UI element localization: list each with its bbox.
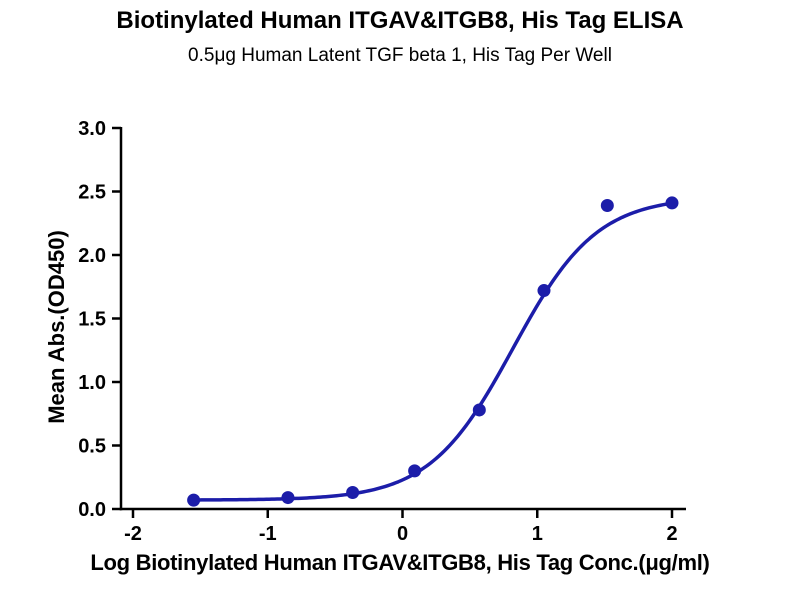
x-axis-label: Log Biotinylated Human ITGAV&ITGB8, His … — [90, 550, 710, 575]
y-tick-label: 2.5 — [78, 182, 106, 204]
y-tick-label: 1.0 — [78, 372, 106, 394]
data-point — [600, 198, 614, 212]
data-point — [665, 196, 679, 210]
y-tick-label: 1.5 — [78, 309, 106, 331]
data-point — [346, 485, 360, 499]
fit-curve — [191, 201, 673, 502]
data-point — [281, 491, 295, 505]
data-point — [408, 464, 422, 478]
data-point — [537, 284, 551, 298]
x-tick-label: 2 — [666, 523, 677, 545]
x-tick-label: 1 — [532, 523, 543, 545]
x-tick-label: -1 — [259, 523, 277, 545]
y-tick-label: 2.0 — [78, 245, 106, 267]
y-tick-label: 0.5 — [78, 436, 106, 458]
y-tick-label: 0.0 — [78, 499, 106, 521]
x-tick-label: 0 — [397, 523, 408, 545]
chart-title: Biotinylated Human ITGAV&ITGB8, His Tag … — [116, 7, 684, 34]
chart-subtitle: 0.5μg Human Latent TGF beta 1, His Tag P… — [188, 45, 612, 66]
y-tick-label: 3.0 — [78, 118, 106, 140]
data-point — [472, 403, 486, 417]
x-tick-label: -2 — [124, 523, 142, 545]
data-point — [187, 493, 201, 507]
